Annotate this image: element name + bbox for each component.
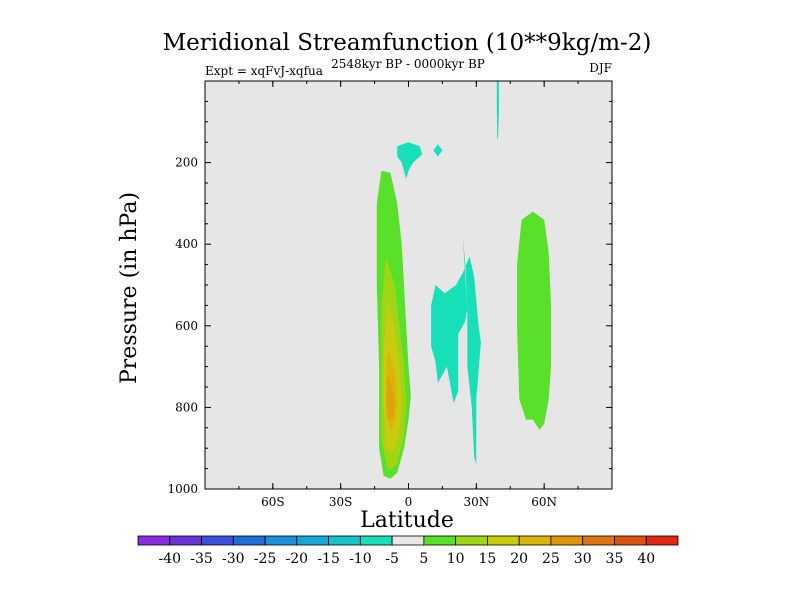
center-subtitle: 2548kyr BP - 0000kyr BP bbox=[331, 57, 485, 71]
y-tick-label: 600 bbox=[175, 319, 198, 333]
y-tick-label: 200 bbox=[175, 156, 198, 170]
colorbar-swatch bbox=[518, 535, 552, 546]
x-tick-label: 60S bbox=[261, 495, 285, 509]
colorbar-swatch bbox=[359, 535, 393, 546]
colorbar-label: -5 bbox=[385, 551, 399, 567]
colorbar-label: 15 bbox=[478, 551, 496, 567]
colorbar-label: -10 bbox=[349, 551, 372, 567]
contour-region-negative-small-patch bbox=[433, 144, 443, 157]
axis-ticks: 60S 30S 0 30N 60N 200 400 600 800 1000 bbox=[167, 81, 612, 509]
x-tick-label: 30N bbox=[463, 495, 489, 509]
chart-title: Meridional Streamfunction (10**9kg/m-2) bbox=[163, 30, 652, 56]
colorbar-swatch bbox=[201, 535, 234, 546]
contour-region-negative-upper-cell bbox=[397, 142, 423, 179]
colorbar-swatch bbox=[582, 535, 615, 546]
colorbar-swatch bbox=[296, 535, 329, 546]
colorbar-swatch bbox=[614, 535, 647, 546]
colorbar-swatch bbox=[137, 535, 171, 546]
colorbar-label: 5 bbox=[419, 551, 428, 567]
x-axis-label: Latitude bbox=[360, 508, 454, 533]
colorbar-label: 30 bbox=[574, 551, 592, 567]
x-tick-label: 0 bbox=[405, 495, 413, 509]
colorbar-label: -15 bbox=[317, 551, 340, 567]
x-tick-label: 60N bbox=[531, 495, 557, 509]
colorbar-swatch bbox=[550, 535, 584, 546]
contour-regions bbox=[376, 81, 551, 479]
contour-region-negative-tropical-cell bbox=[431, 236, 481, 465]
colorbar-swatch bbox=[455, 535, 488, 546]
colorbar-label: 40 bbox=[637, 551, 655, 567]
contour-region-negative-nh-filament bbox=[496, 81, 499, 139]
colorbar-swatch bbox=[328, 535, 361, 546]
right-subtitle: DJF bbox=[589, 61, 612, 75]
colorbar-swatch bbox=[264, 535, 298, 546]
colorbar-label: -20 bbox=[286, 551, 309, 567]
colorbar-swatch bbox=[169, 535, 202, 546]
colorbar-swatch bbox=[645, 535, 679, 546]
contour-region-positive-sh-cell-25 bbox=[385, 374, 395, 420]
y-tick-label: 400 bbox=[175, 237, 198, 251]
colorbar-label: -40 bbox=[158, 551, 181, 567]
colorbar-label: -30 bbox=[222, 551, 245, 567]
y-axis-label: Pressure (in hPa) bbox=[117, 192, 142, 384]
colorbar-swatch bbox=[232, 535, 266, 546]
colorbar-label: -35 bbox=[190, 551, 213, 567]
x-tick-label: 30S bbox=[329, 495, 353, 509]
colorbar-label: 35 bbox=[606, 551, 624, 567]
left-subtitle: Expt = xqFvJ-xqfua bbox=[205, 64, 323, 78]
colorbar-label: 20 bbox=[510, 551, 528, 567]
colorbar-swatch bbox=[487, 535, 520, 546]
y-tick-label: 800 bbox=[175, 400, 198, 414]
colorbar: -40 -35 -30 -25 -20 -15 -10 -5 5 10 15 20 25 30 35 40 bbox=[137, 535, 679, 567]
colorbar-label: -25 bbox=[254, 551, 277, 567]
colorbar-swatch bbox=[391, 535, 425, 546]
colorbar-label: 25 bbox=[542, 551, 560, 567]
y-tick-label: 1000 bbox=[167, 482, 198, 496]
colorbar-label: 10 bbox=[447, 551, 465, 567]
contour-region-positive-nh-cell bbox=[517, 211, 551, 430]
colorbar-swatch bbox=[423, 535, 457, 546]
